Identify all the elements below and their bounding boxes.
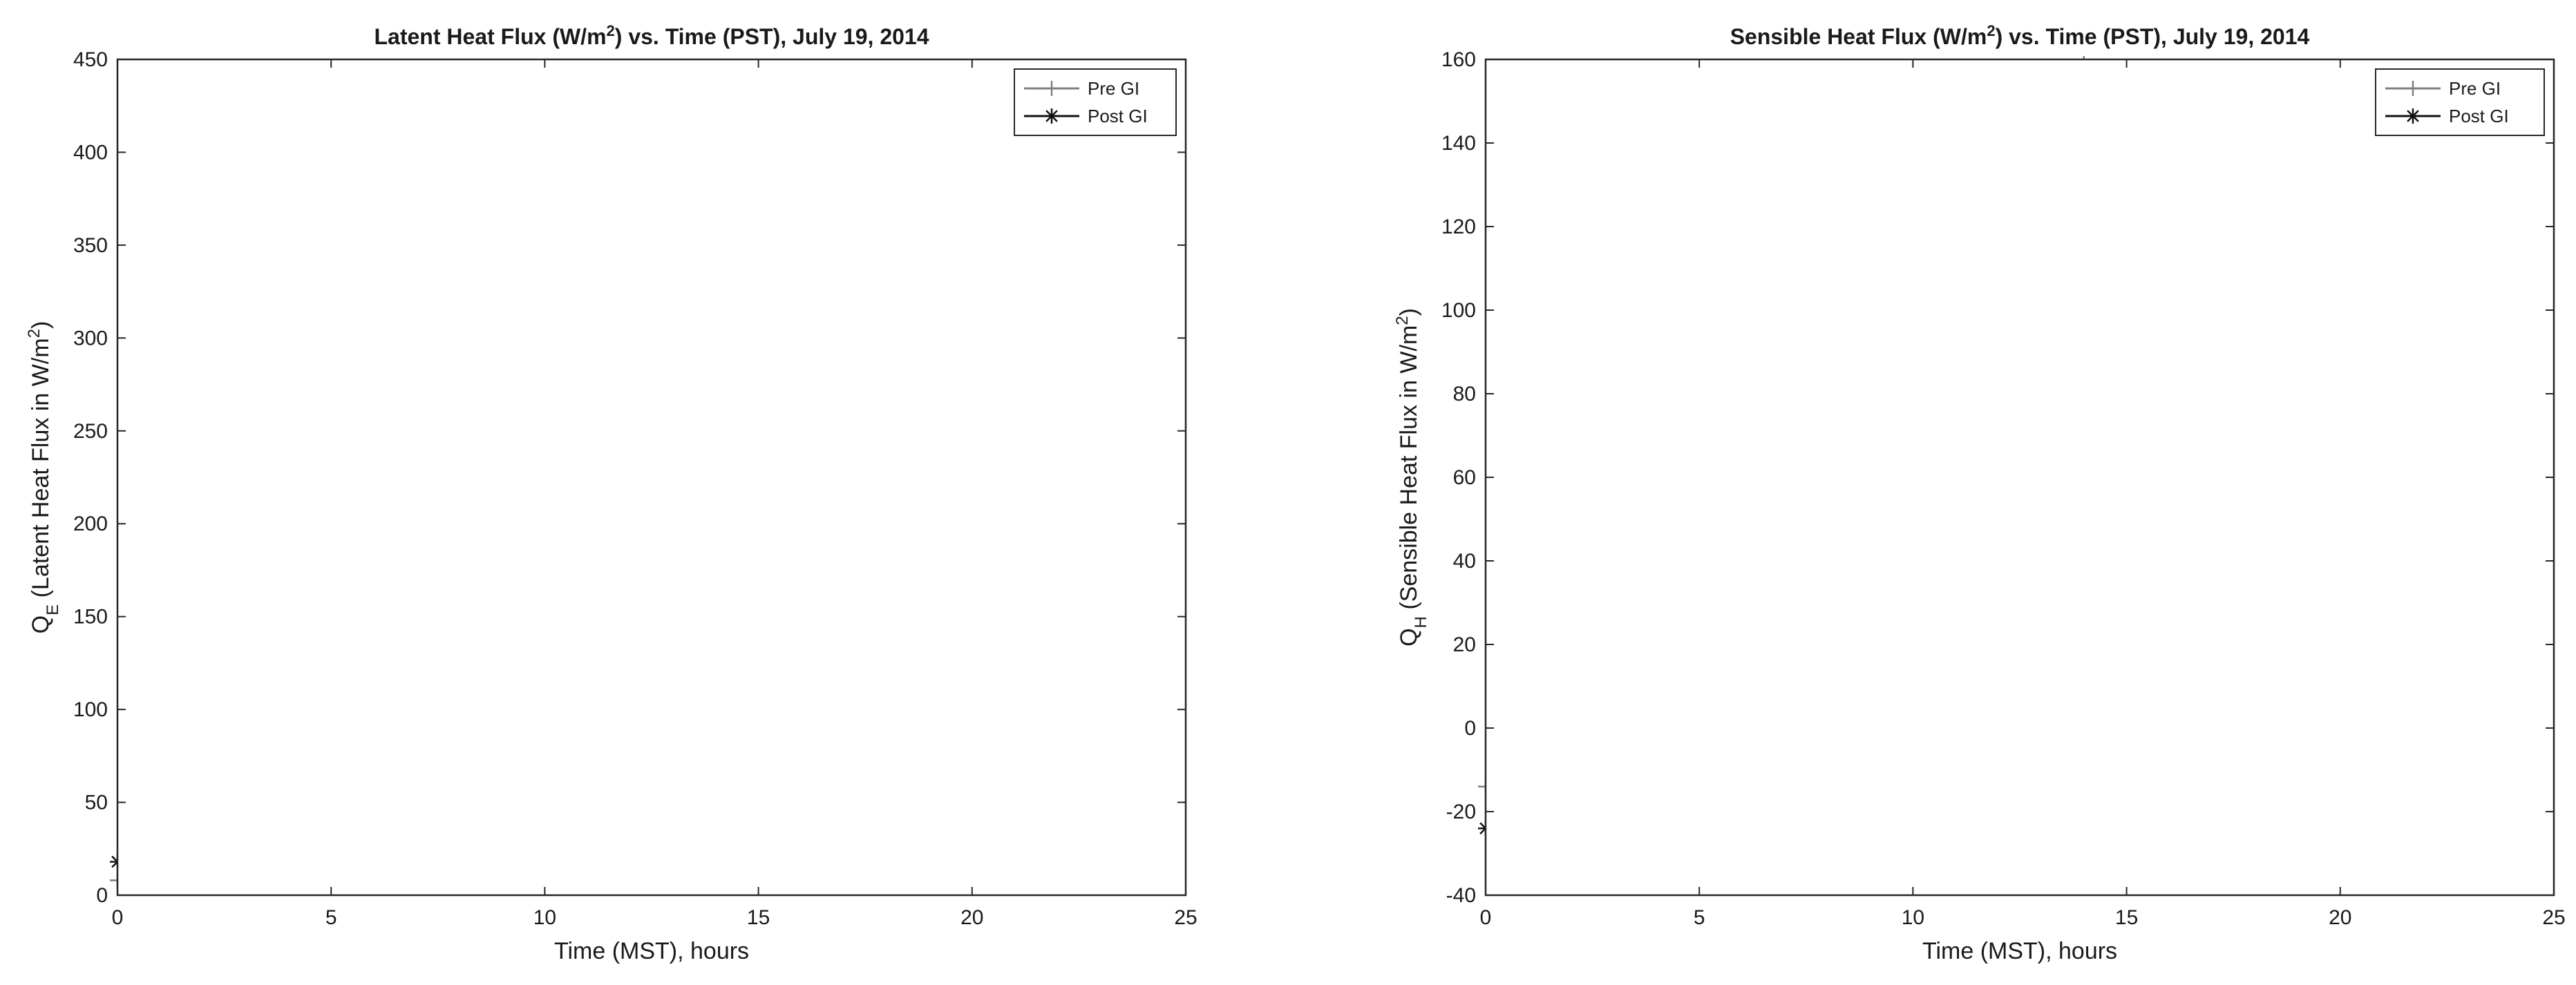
y-tick-label: 400 — [73, 141, 108, 164]
y-tick-label: 40 — [1453, 550, 1476, 573]
legend-box — [2375, 68, 2545, 136]
text-part: 2 — [25, 329, 44, 338]
legend: Pre GI Post GI — [1014, 68, 1177, 136]
y-tick-label: 450 — [73, 48, 108, 71]
legend-item-pre-gi: Pre GI — [2385, 78, 2501, 99]
y-tick-label: 50 — [85, 792, 108, 814]
y-tick-label: 350 — [73, 234, 108, 257]
y-axis-label: QE (Latent Heat Flux in W/m2) — [25, 321, 62, 634]
y-tick-label: 0 — [1464, 717, 1476, 740]
y-tick-label: 120 — [1441, 216, 1476, 238]
y-tick-label: 60 — [1453, 466, 1476, 489]
legend-item-pre-gi: Pre GI — [1024, 78, 1139, 99]
chart-title: Latent Heat Flux (W/m2) vs. Time (PST), … — [375, 22, 929, 50]
chart-title: Sensible Heat Flux (W/m2) vs. Time (PST)… — [1730, 22, 2310, 50]
marker-stroke — [2407, 110, 2419, 122]
legend-marker — [2405, 81, 2421, 96]
text-part: 2 — [1393, 316, 1412, 325]
y-tick-label: 160 — [1441, 48, 1476, 71]
y-tick-label: 250 — [73, 420, 108, 443]
legend-marker — [2405, 108, 2421, 124]
text-part: (Sensible Heat Flux in W/m — [1396, 325, 1422, 616]
y-axis-label: QH (Sensible Heat Flux in W/m2) — [1393, 308, 1430, 647]
y-tick-label: 100 — [73, 698, 108, 721]
legend-label: Post GI — [1088, 106, 1148, 126]
x-tick-label: 20 — [2329, 906, 2351, 929]
x-tick-label: 10 — [533, 906, 556, 929]
y-axis-ticks: 0 50 100 150 200 250 300 350 400 450 — [73, 48, 1186, 907]
x-tick-label: 10 — [1902, 906, 1924, 929]
x-tick-label: 25 — [1174, 906, 1197, 929]
text-part: ) — [1396, 308, 1422, 316]
x-axis-ticks: 0 5 10 15 20 25 — [1480, 59, 2566, 929]
text-part: Q — [28, 615, 54, 633]
y-tick-label: 140 — [1441, 132, 1476, 155]
legend-marker — [1044, 81, 1059, 96]
x-tick-label: 0 — [112, 906, 124, 929]
y-tick-label: 300 — [73, 327, 108, 350]
chart-panel-2: 0 5 10 15 20 25 -40 -20 0 20 40 60 80 100 120 140 160 Sen… — [1393, 22, 2566, 965]
x-axis-label: Time (MST), hours — [1922, 938, 2117, 964]
text-part: Q — [1396, 628, 1422, 646]
text-part: ) — [28, 321, 54, 329]
y-axis-ticks: -40 -20 0 20 40 60 80 100 120 140 160 — [1441, 48, 2554, 907]
text-part: E — [44, 604, 62, 615]
x-tick-label: 15 — [747, 906, 770, 929]
x-tick-label: 25 — [2542, 906, 2565, 929]
y-tick-label: -20 — [1446, 801, 1476, 823]
x-tick-label: 15 — [2115, 906, 2138, 929]
y-tick-label: 0 — [96, 884, 108, 907]
text-part: ) vs. Time (PST), July 19, 2014 — [615, 24, 929, 49]
text-part: (Latent Heat Flux in W/m — [28, 338, 54, 604]
legend-label: Post GI — [2449, 106, 2509, 126]
legend-box — [1014, 68, 1177, 136]
y-tick-label: 20 — [1453, 633, 1476, 656]
legend: Pre GI Post GI — [2375, 68, 2545, 136]
legend-label: Pre GI — [2449, 78, 2501, 99]
chart-panel-1: 0 5 10 15 20 25050100150200250300350400450Lat… — [25, 22, 1197, 965]
text-part: 2 — [1987, 22, 1995, 39]
x-tick-label: 20 — [960, 906, 983, 929]
legend-item-post-gi: Post GI — [1024, 106, 1148, 126]
y-tick-label: -40 — [1446, 884, 1476, 907]
legend-label: Pre GI — [1088, 78, 1139, 99]
text-part: H — [1412, 616, 1430, 628]
x-axis-ticks: 0 5 10 15 20 25 — [112, 59, 1197, 929]
x-tick-label: 5 — [1694, 906, 1705, 929]
y-tick-label: 100 — [1441, 299, 1476, 322]
axes-box — [1484, 58, 2555, 897]
text-part: 2 — [607, 22, 615, 39]
axes-box — [116, 58, 1187, 897]
marker-stroke — [1045, 110, 1058, 122]
text-part: Latent Heat Flux (W/m — [375, 24, 607, 49]
x-tick-label: 5 — [325, 906, 337, 929]
text-part: Sensible Heat Flux (W/m — [1730, 24, 1987, 49]
y-tick-label: 80 — [1453, 383, 1476, 405]
legend-item-post-gi: Post GI — [2385, 106, 2509, 126]
x-tick-label: 0 — [1480, 906, 1492, 929]
y-tick-label: 200 — [73, 513, 108, 535]
x-axis-label: Time (MST), hours — [554, 938, 749, 964]
legend-marker — [1044, 108, 1059, 124]
y-tick-label: 150 — [73, 606, 108, 629]
text-part: ) vs. Time (PST), July 19, 2014 — [1996, 24, 2310, 49]
